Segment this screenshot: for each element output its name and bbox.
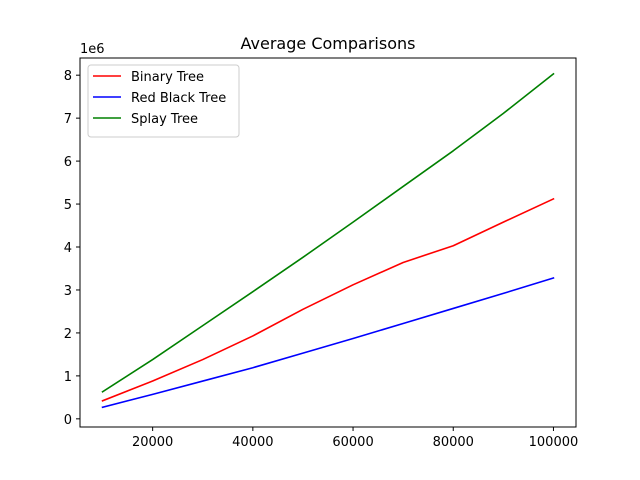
y-tick-label-1: 1 [64, 370, 72, 385]
series-line-1 [101, 276, 555, 409]
y-tick-label-8: 8 [64, 69, 72, 84]
x-tick-label-3: 80000 [433, 435, 474, 450]
legend-label-1: Red Black Tree [131, 91, 226, 106]
x-tick-label-1: 40000 [232, 435, 273, 450]
y-tick-label-4: 4 [64, 241, 72, 256]
y-tick-label-0: 0 [64, 413, 72, 428]
legend-label-0: Binary Tree [131, 70, 204, 85]
x-tick-label-4: 100000 [529, 435, 579, 450]
series-line-0 [101, 197, 555, 402]
y-scale-label: 1e6 [80, 42, 105, 57]
y-tick-label-5: 5 [64, 198, 72, 213]
legend-box [87, 64, 240, 138]
series-line-2 [101, 72, 555, 393]
legend: Binary Tree Red Black Tree Splay Tree [87, 64, 240, 138]
y-tick-label-3: 3 [64, 284, 72, 299]
plot-area: 20000 40000 60000 80000 100000 0 1 2 3 4 5 6 7 8 [64, 57, 579, 450]
y-tick-label-7: 7 [64, 112, 72, 127]
legend-label-2: Splay Tree [131, 112, 198, 127]
y-tick-label-2: 2 [64, 327, 72, 342]
y-tick-label-6: 6 [64, 155, 72, 170]
x-tick-label-2: 60000 [332, 435, 373, 450]
chart-title: Average Comparisons [241, 34, 416, 53]
axes-frame [79, 57, 577, 428]
x-tick-label-0: 20000 [132, 435, 173, 450]
